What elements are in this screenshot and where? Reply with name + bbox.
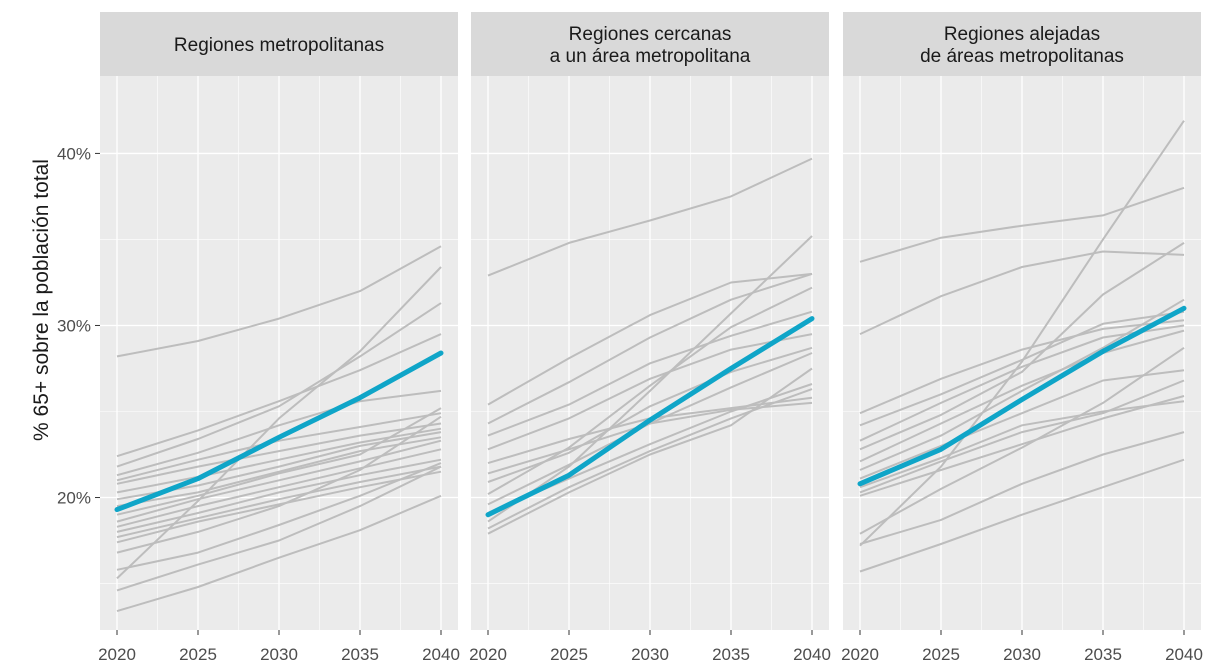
panel-title-line: Regiones metropolitanas <box>174 35 384 56</box>
panel-title-line: Regiones cercanas <box>569 24 732 45</box>
region-series-line <box>487 157 813 277</box>
x-tick-label: 2030 <box>260 645 298 664</box>
x-tick-label: 2035 <box>712 645 750 664</box>
x-tick-label: 2025 <box>922 645 960 664</box>
x-tick-label: 2020 <box>841 645 879 664</box>
region-series-line <box>859 120 1185 547</box>
region-series-line <box>487 388 813 530</box>
x-tick-label: 2030 <box>631 645 669 664</box>
region-series-line <box>116 465 442 539</box>
y-tick-label: 20% <box>57 489 91 508</box>
panel-strip <box>100 12 458 76</box>
region-series-line <box>859 324 1185 442</box>
region-series-line <box>116 458 442 533</box>
panel-title-line: de áreas metropolitanas <box>920 46 1124 67</box>
x-tick-label: 2035 <box>1084 645 1122 664</box>
panel-title-line: Regiones alejadas <box>944 24 1100 45</box>
region-series-line <box>116 415 442 554</box>
x-tick-label: 2025 <box>179 645 217 664</box>
highlight-series-line <box>485 316 815 518</box>
region-series-line <box>116 422 442 485</box>
x-tick-label: 2030 <box>1003 645 1041 664</box>
region-series-line <box>859 298 1185 471</box>
region-series-line <box>859 400 1185 489</box>
x-tick-label: 2020 <box>469 645 507 664</box>
x-tick-label: 2040 <box>422 645 460 664</box>
panel-strip <box>471 12 829 76</box>
region-series-line <box>859 369 1185 480</box>
x-tick-label: 2025 <box>550 645 588 664</box>
region-series-line <box>859 319 1185 415</box>
x-tick-label: 2035 <box>341 645 379 664</box>
region-series-line <box>116 333 442 458</box>
x-tick-label: 2040 <box>793 645 831 664</box>
panel-title-line: a un área metropolitana <box>550 46 751 67</box>
highlight-series-line <box>857 305 1187 487</box>
region-series-line <box>487 272 813 425</box>
region-series-line <box>859 250 1185 336</box>
region-series-line <box>116 470 442 544</box>
region-series-line <box>859 431 1185 545</box>
region-series-line <box>859 458 1185 573</box>
panel-1: Regiones metropolitanas 2020 2025 2030 2035 2… <box>57 12 460 664</box>
region-series-line <box>487 367 813 535</box>
region-series-line <box>116 407 442 516</box>
region-series-line <box>859 379 1185 494</box>
region-series-line <box>116 436 442 508</box>
y-axis-title: % 65+ sobre la población total <box>30 159 53 441</box>
region-series-line <box>859 395 1185 497</box>
region-series-line <box>116 266 442 580</box>
region-series-line <box>116 389 442 477</box>
y-tick-label: 30% <box>57 316 91 335</box>
region-series-line <box>116 465 442 592</box>
region-series-line <box>859 329 1185 463</box>
panel-strip <box>843 12 1201 76</box>
region-series-line <box>116 462 442 571</box>
region-series-line <box>859 186 1185 263</box>
panels: Regiones metropolitanas 2020 2025 2030 2035 2… <box>57 12 1203 664</box>
highlight-series-line <box>114 350 444 513</box>
region-series-line <box>487 310 813 437</box>
region-series-line <box>116 302 442 468</box>
region-series-line <box>116 494 442 613</box>
x-tick-label: 2040 <box>1165 645 1203 664</box>
region-series-line <box>116 439 442 523</box>
region-series-line <box>487 333 813 451</box>
region-series-line <box>487 352 813 506</box>
region-series-line <box>116 245 442 358</box>
region-series-line <box>859 242 1185 451</box>
region-series-line <box>859 346 1185 535</box>
x-tick-label: 2020 <box>98 645 136 664</box>
region-series-line <box>116 412 442 482</box>
y-axis-title-group: % 65+ sobre la población total <box>30 159 53 441</box>
y-tick-label: 40% <box>57 144 91 163</box>
region-series-line <box>487 235 813 523</box>
region-series-line <box>487 286 813 495</box>
region-series-line <box>116 448 442 528</box>
region-series-line <box>487 272 813 406</box>
